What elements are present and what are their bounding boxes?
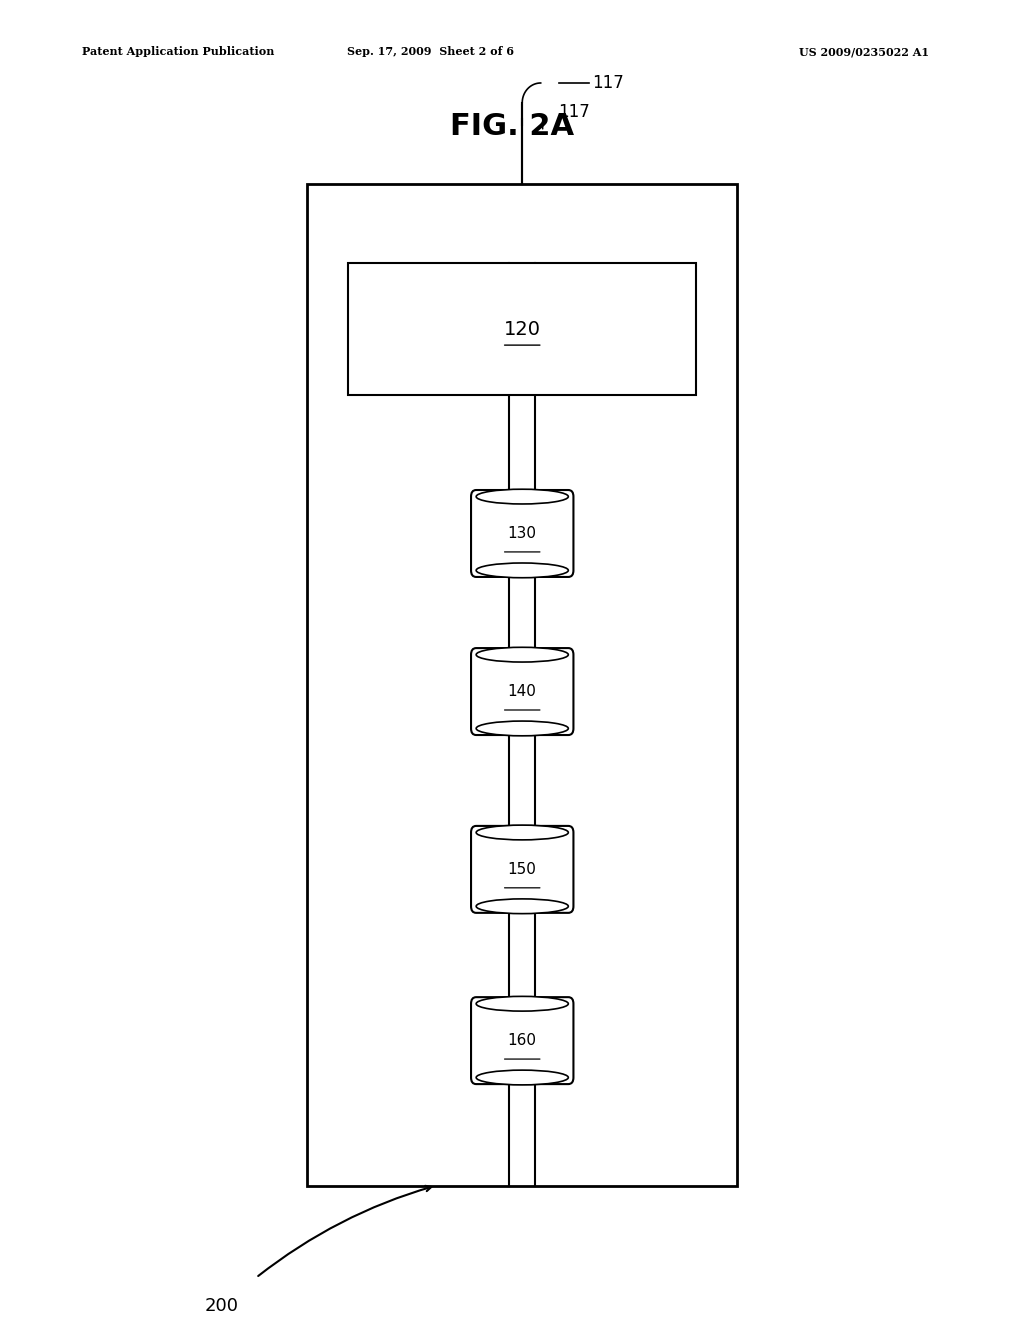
Ellipse shape xyxy=(476,721,568,735)
Ellipse shape xyxy=(476,647,568,663)
FancyBboxPatch shape xyxy=(471,826,573,913)
Text: 117: 117 xyxy=(558,103,590,121)
Text: 160: 160 xyxy=(508,1034,537,1048)
Text: 130: 130 xyxy=(508,525,537,541)
Ellipse shape xyxy=(476,564,568,578)
Text: 140: 140 xyxy=(508,684,537,700)
Ellipse shape xyxy=(476,490,568,504)
FancyBboxPatch shape xyxy=(307,185,737,1185)
FancyBboxPatch shape xyxy=(348,264,696,395)
Text: Sep. 17, 2009  Sheet 2 of 6: Sep. 17, 2009 Sheet 2 of 6 xyxy=(346,46,514,57)
Ellipse shape xyxy=(476,825,568,840)
Text: 120: 120 xyxy=(504,319,541,339)
FancyBboxPatch shape xyxy=(471,997,573,1084)
Text: 117: 117 xyxy=(592,74,624,92)
Text: US 2009/0235022 A1: US 2009/0235022 A1 xyxy=(799,46,929,57)
FancyBboxPatch shape xyxy=(471,490,573,577)
FancyBboxPatch shape xyxy=(471,648,573,735)
Ellipse shape xyxy=(476,997,568,1011)
Ellipse shape xyxy=(476,1071,568,1085)
Text: FIG. 2A: FIG. 2A xyxy=(450,112,574,141)
Text: Patent Application Publication: Patent Application Publication xyxy=(82,46,274,57)
Text: 200: 200 xyxy=(205,1298,239,1316)
Ellipse shape xyxy=(476,899,568,913)
Text: 150: 150 xyxy=(508,862,537,876)
